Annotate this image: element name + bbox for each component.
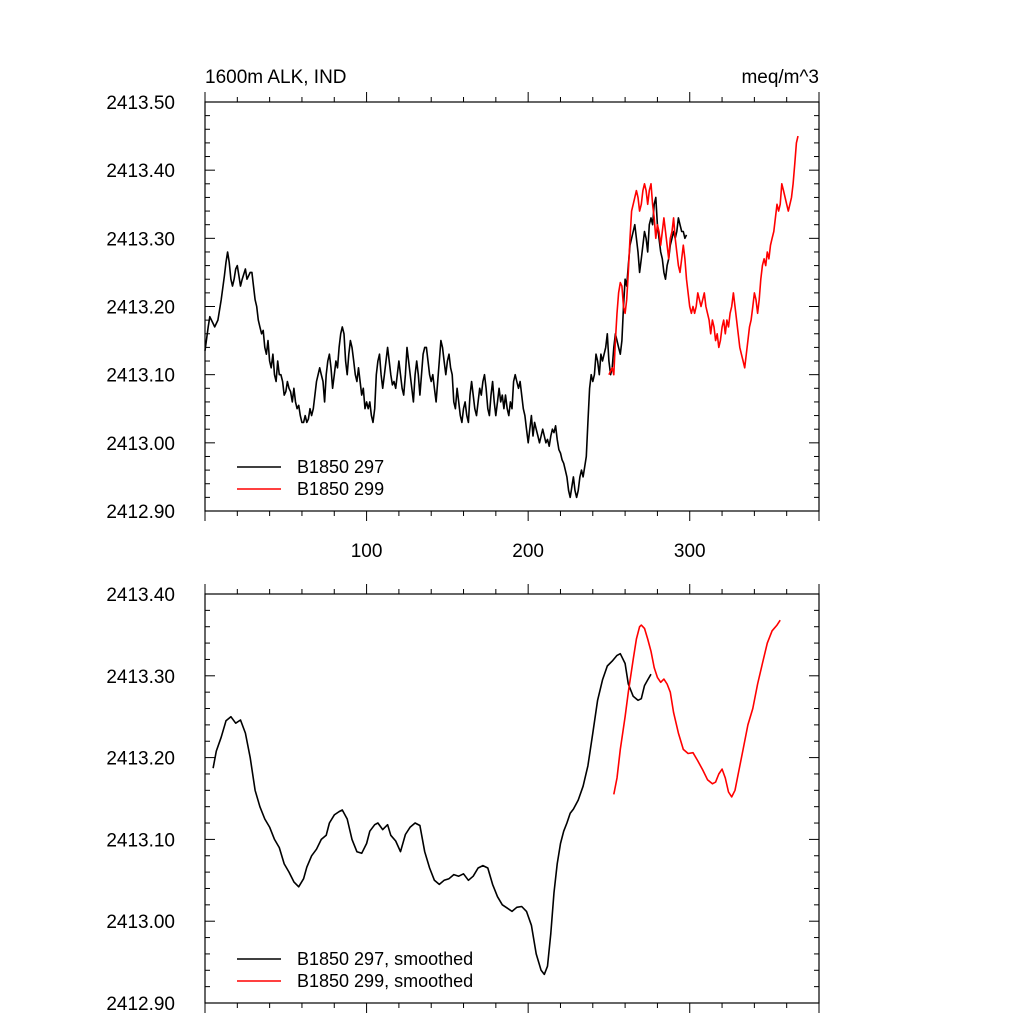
bottom-panel: 2413.40 2413.30 2413.20 2413.10 2413.00 2412.… xyxy=(106,584,820,1015)
y-tick-label: 2413.40 xyxy=(106,161,175,182)
series-line-1 xyxy=(613,619,781,798)
y-tick-label: 2413.50 xyxy=(106,93,175,114)
series-line-0 xyxy=(204,196,688,499)
legend-label: B1850 297, smoothed xyxy=(297,949,473,969)
y-tick-label: 2413.20 xyxy=(106,298,175,319)
series-line-0 xyxy=(212,652,652,976)
x-tick-label: 100 xyxy=(351,541,383,562)
legend-label: B1850 299, smoothed xyxy=(297,971,473,991)
series-line-1 xyxy=(608,135,799,376)
y-tick-label: 2412.90 xyxy=(106,994,175,1015)
y-tick-label: 2412.90 xyxy=(106,502,175,523)
y-tick-label: 2413.10 xyxy=(106,830,175,851)
legend-label: B1850 299 xyxy=(297,479,384,499)
chart-title: 1600m ALK, IND xyxy=(205,67,347,88)
plot-frame xyxy=(204,593,820,1004)
y-tick-label: 2413.20 xyxy=(106,749,175,770)
y-tick-label: 2413.30 xyxy=(106,667,175,688)
y-tick-label: 2413.40 xyxy=(106,585,175,606)
y-tick-label: 2413.30 xyxy=(106,229,175,250)
y-tick-label: 2413.00 xyxy=(106,434,175,455)
legend-label: B1850 297 xyxy=(297,457,384,477)
y-tick-label: 2413.10 xyxy=(106,366,175,387)
x-tick-label: 200 xyxy=(512,541,544,562)
top-panel: 2413.50 2413.40 2413.30 2413.20 2413.10 2413.… xyxy=(106,67,820,562)
x-tick-label: 300 xyxy=(674,541,706,562)
units-label: meq/m^3 xyxy=(741,67,819,88)
plot-frame xyxy=(204,101,820,512)
y-tick-label: 2413.00 xyxy=(106,912,175,933)
